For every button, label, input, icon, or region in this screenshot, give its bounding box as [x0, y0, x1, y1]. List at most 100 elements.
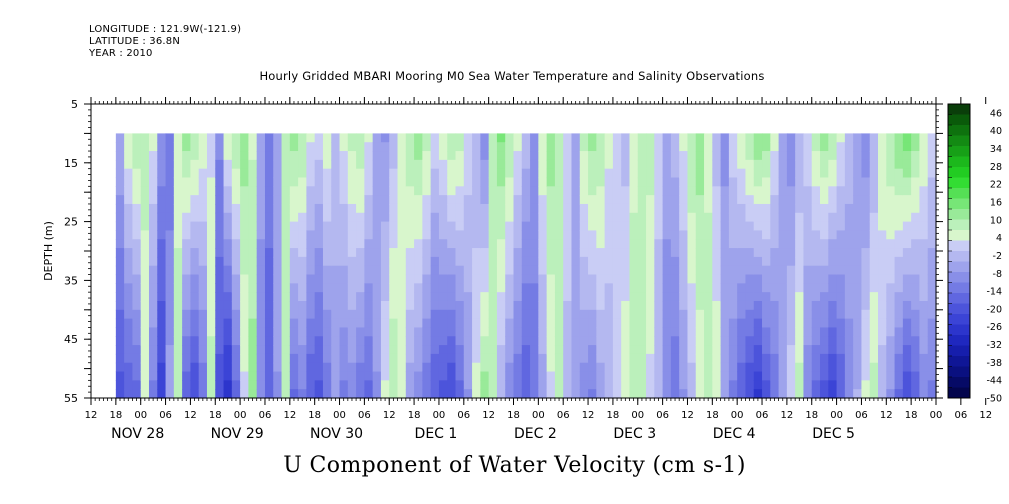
heatmap-cell: [803, 345, 813, 355]
heatmap-cell: [886, 371, 896, 381]
heatmap-cell: [240, 203, 249, 214]
heatmap-cell: [422, 248, 432, 258]
heatmap-cell: [588, 230, 597, 240]
heatmap-cell: [762, 371, 771, 381]
heatmap-cell: [231, 265, 241, 276]
heatmap-cell: [463, 151, 473, 161]
heatmap-cell: [331, 239, 341, 249]
heatmap-cell: [148, 309, 158, 320]
heatmap-cell: [604, 177, 614, 187]
heatmap-cell: [563, 389, 573, 399]
heatmap-cell: [157, 195, 167, 205]
heatmap-cell: [347, 230, 357, 240]
heatmap-cell: [621, 345, 631, 355]
heatmap-cell: [314, 151, 324, 161]
heatmap-cell: [414, 203, 423, 214]
heatmap-cell: [836, 292, 846, 302]
heatmap-cell: [513, 151, 523, 161]
heatmap-cell: [902, 256, 912, 267]
heatmap-cell: [190, 195, 200, 205]
heatmap-cell: [927, 353, 937, 364]
heatmap-cell: [521, 336, 531, 346]
heatmap-cell: [455, 159, 465, 170]
heatmap-cell: [414, 239, 423, 249]
heatmap-cell: [554, 239, 564, 249]
heatmap-cell: [712, 212, 722, 223]
heatmap-cell: [820, 256, 829, 267]
heatmap-cell: [289, 380, 299, 390]
heatmap-cell: [687, 292, 697, 302]
heatmap-cell: [646, 336, 655, 346]
heatmap-cell: [869, 327, 879, 337]
heatmap-cell: [588, 151, 597, 161]
heatmap-cell: [215, 177, 225, 187]
heatmap-cell: [844, 256, 854, 267]
heatmap-cell: [289, 318, 299, 329]
heatmap-cell: [488, 371, 498, 381]
heatmap-cell: [480, 230, 490, 240]
heatmap-cell: [695, 389, 705, 399]
heatmap-cell: [231, 151, 241, 161]
heatmap-cell: [223, 318, 233, 329]
heatmap-cell: [356, 362, 365, 373]
heatmap-cell: [480, 336, 490, 346]
heatmap-cell: [662, 230, 672, 240]
heatmap-cell: [314, 265, 324, 276]
heatmap-cell: [654, 221, 664, 232]
heatmap-cell: [190, 186, 200, 196]
heatmap-cell: [745, 151, 755, 161]
heatmap-cell: [621, 265, 631, 276]
heatmap-cell: [480, 186, 490, 196]
heatmap-cell: [670, 318, 680, 329]
heatmap-cell: [339, 159, 349, 170]
heatmap-cell: [646, 318, 655, 329]
heatmap-cell: [844, 151, 854, 161]
heatmap-cell: [513, 248, 523, 258]
heatmap-cell: [894, 195, 904, 205]
heatmap-cell: [778, 133, 788, 143]
heatmap-cell: [273, 133, 283, 143]
heatmap-cell: [704, 203, 713, 214]
heatmap-cell: [878, 300, 887, 311]
heatmap-cell: [753, 327, 763, 337]
heatmap-cell: [795, 256, 805, 267]
heatmap-cell: [157, 380, 167, 390]
heatmap-cell: [629, 327, 639, 337]
heatmap-cell: [637, 309, 647, 320]
heatmap-cell: [173, 353, 183, 364]
heatmap-cell: [554, 283, 564, 293]
heatmap-cell: [372, 389, 382, 399]
heatmap-cell: [231, 362, 241, 373]
heatmap-cell: [472, 265, 481, 276]
heatmap-cell: [629, 309, 639, 320]
heatmap-cell: [380, 212, 390, 223]
heatmap-cell: [563, 248, 573, 258]
heatmap-cell: [405, 283, 415, 293]
heatmap-cell: [836, 203, 846, 214]
heatmap-cell: [712, 371, 722, 381]
heatmap-cell: [240, 239, 249, 249]
heatmap-cell: [745, 203, 755, 214]
heatmap-cell: [712, 168, 722, 179]
heatmap-cell: [745, 177, 755, 187]
heatmap-cell: [844, 212, 854, 223]
heatmap-cell: [157, 142, 167, 152]
heatmap-cell: [364, 239, 374, 249]
heatmap-cell: [339, 195, 349, 205]
heatmap-cell: [397, 309, 407, 320]
heatmap-cell: [140, 380, 150, 390]
heatmap-cell: [364, 336, 374, 346]
heatmap-cell: [488, 300, 498, 311]
heatmap-cell: [223, 230, 233, 240]
heatmap-cell: [430, 336, 440, 346]
heatmap-cell: [604, 133, 614, 143]
heatmap-cell: [414, 151, 423, 161]
colorbar-swatch: [948, 209, 970, 220]
heatmap-cell: [737, 133, 747, 143]
heatmap-cell: [554, 221, 564, 232]
heatmap-cell: [687, 159, 697, 170]
heatmap-cell: [231, 380, 241, 390]
heatmap-cell: [248, 248, 258, 258]
heatmap-cell: [488, 389, 498, 399]
heatmap-cell: [588, 195, 597, 205]
